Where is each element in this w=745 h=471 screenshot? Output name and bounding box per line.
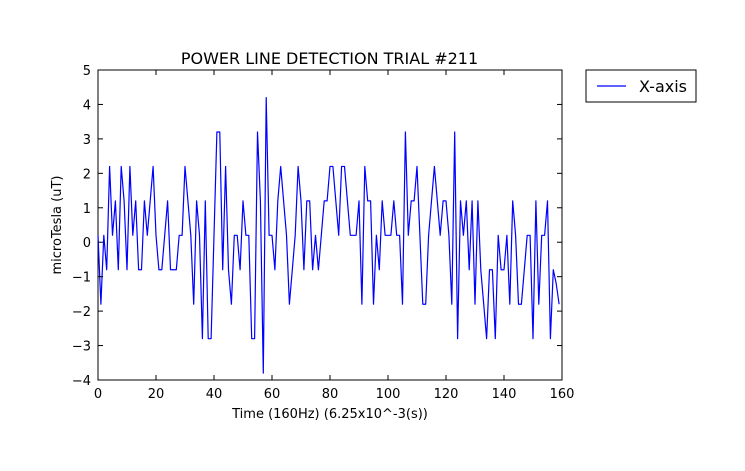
x-axis: 0 20 40 60 80 100 120 140 160 — [94, 70, 575, 402]
y-tick-label: 3 — [83, 133, 91, 148]
series-layer — [97, 96, 560, 374]
y-tick-label: 4 — [83, 98, 91, 113]
x-tick-label: 140 — [492, 387, 517, 402]
y-tick-label: 0 — [83, 236, 91, 251]
legend: X-axis — [585, 69, 697, 103]
y-tick-label: 2 — [83, 167, 91, 182]
legend-label-x-axis: X-axis — [639, 77, 687, 96]
x-tick-label: 120 — [434, 387, 459, 402]
x-tick-label: 60 — [264, 387, 281, 402]
y-tick-label: 1 — [83, 202, 91, 217]
x-tick-label: 100 — [376, 387, 401, 402]
y-axis-label: microTesla (uT) — [50, 176, 65, 275]
y-tick-label: −4 — [72, 374, 91, 389]
x-tick-label: 40 — [206, 387, 223, 402]
x-tick-label: 160 — [550, 387, 575, 402]
plot-area — [97, 69, 563, 381]
x-tick-label: 20 — [148, 387, 165, 402]
series-line-x-axis — [97, 96, 560, 374]
y-tick-label: −2 — [72, 305, 91, 320]
y-axis: −4 −3 −2 −1 0 1 2 3 4 5 — [72, 64, 562, 389]
y-tick-label: −1 — [72, 271, 91, 286]
x-tick-label: 80 — [322, 387, 339, 402]
y-tick-label: −3 — [72, 340, 91, 355]
y-tick-label: 5 — [83, 64, 91, 79]
x-tick-label: 0 — [94, 387, 102, 402]
chart-title: POWER LINE DETECTION TRIAL #211 — [181, 49, 478, 68]
x-axis-label: Time (160Hz) (6.25x10^-3(s)) — [231, 407, 428, 422]
